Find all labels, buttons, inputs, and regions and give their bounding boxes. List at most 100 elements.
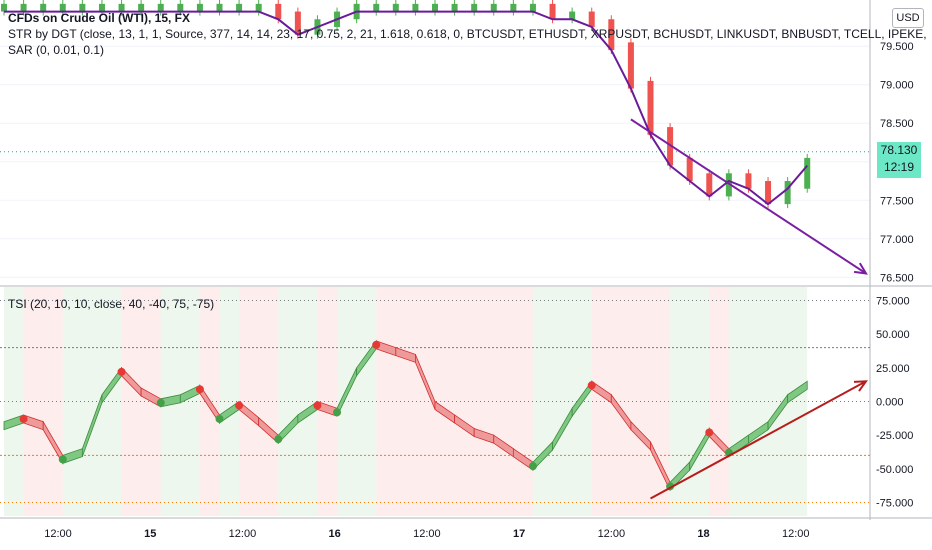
tsi-bg-segment (532, 287, 553, 516)
time-tick-label: 12:00 (413, 528, 441, 540)
price-tick-label: 79.500 (880, 41, 914, 53)
tsi-bg-segment (768, 287, 788, 516)
tsi-buy-dot (58, 455, 67, 464)
tsi-bg-segment (180, 287, 200, 516)
candle-body (569, 11, 576, 20)
tsi-bg-segment (552, 287, 573, 516)
tsi-sell-dot (195, 385, 204, 394)
tsi-sell-dot (705, 428, 714, 437)
price-tick-label: 77.000 (880, 234, 914, 246)
tsi-tick-label: 50.000 (876, 329, 910, 341)
tsi-bg-segment (670, 287, 690, 516)
candle-body (412, 3, 419, 12)
tsi-tick-label: 25.000 (876, 363, 910, 375)
candle-body (275, 3, 282, 20)
candle-body (627, 42, 634, 89)
tsi-bg-segment (493, 287, 514, 516)
tsi-legend: TSI (20, 10, 10, close, 40, -40, 75, -75… (8, 296, 214, 312)
tsi-buy-dot (333, 408, 342, 417)
tsi-buy-dot (528, 462, 537, 471)
candle-body (706, 173, 713, 197)
price-grid (0, 45, 870, 278)
candle-body (157, 3, 164, 12)
tsi-sell-dot (372, 340, 381, 349)
candle-body (1, 3, 7, 12)
tsi-sell-dot (587, 381, 596, 390)
candle-body (784, 181, 791, 205)
tsi-sell-dot (19, 414, 28, 423)
str-line (4, 10, 808, 206)
price-trend-arrow (630, 118, 867, 275)
tsi-tick-label: 75.000 (876, 295, 910, 307)
str-indicator-label[interactable]: STR by DGT (close, 13, 1, 1, Source, 377… (8, 27, 927, 41)
candle-body (373, 3, 380, 12)
candle-body (471, 3, 478, 12)
price-tick-label: 78.500 (880, 118, 914, 130)
candle-body (196, 3, 203, 12)
time-tick-label: 16 (329, 528, 341, 540)
tsi-band-segment (787, 380, 808, 404)
tsi-tick-label: 0.000 (876, 397, 904, 409)
candle-body (529, 3, 536, 12)
candle-body (549, 3, 556, 20)
main-legend: CFDs on Crude Oil (WTI), 15, FX STR by D… (8, 10, 927, 58)
price-tick-label: 77.500 (880, 195, 914, 207)
tsi-area (3, 339, 808, 492)
candle-body (510, 3, 517, 12)
tsi-bg-segment (337, 287, 357, 516)
price-tick-label: 79.000 (880, 80, 914, 92)
candle-body (98, 3, 105, 12)
candle-body (725, 173, 732, 197)
tsi-bg-segment (4, 287, 24, 516)
candle-body (216, 3, 223, 12)
candle-body (667, 127, 674, 166)
currency-button[interactable]: USD (892, 8, 924, 28)
tsi-tick-label: -50.000 (876, 464, 913, 476)
sar-indicator-label[interactable]: SAR (0, 0.01, 0.1) (8, 43, 105, 57)
candle-body (40, 3, 47, 12)
candle-body (686, 157, 693, 182)
candle-body (118, 3, 125, 12)
candle-body (79, 3, 86, 12)
tsi-tick-label: -25.000 (876, 430, 913, 442)
candle-body (647, 80, 654, 135)
candle-body (765, 181, 772, 205)
time-tick-label: 12:00 (782, 528, 810, 540)
time-tick-label: 18 (697, 528, 709, 540)
tsi-sell-dot (235, 401, 244, 410)
tsi-bg-segment (395, 287, 416, 516)
price-tick-label: 76.500 (880, 272, 914, 284)
time-tick-label: 15 (144, 528, 156, 540)
tsi-bg-segment (728, 287, 749, 516)
time-axis: 12:00 15 12:00 16 12:00 17 12:00 18 12:00 (0, 517, 932, 540)
tsi-bg-segment (611, 287, 631, 516)
time-tick-label: 12:00 (229, 528, 257, 540)
tsi-bg-segment (415, 287, 435, 516)
tsi-bg-segment (474, 287, 494, 516)
candle-body (236, 3, 243, 12)
tsi-bg-segment (356, 287, 377, 516)
annotation-arrows[interactable] (630, 118, 869, 500)
symbol-title[interactable]: CFDs on Crude Oil (WTI), 15, FX (8, 11, 191, 25)
tsi-bg-segment (101, 287, 122, 516)
str-line-layer (4, 10, 808, 206)
candle-body (177, 3, 184, 12)
candle-body (432, 3, 438, 12)
tsi-sell-dot (313, 401, 322, 410)
time-tick-label: 12:00 (44, 528, 72, 540)
tsi-indicator-label[interactable]: TSI (20, 10, 10, close, 40, -40, 75, -75… (8, 297, 215, 311)
candle-body (451, 3, 458, 12)
candle-body (392, 3, 399, 12)
tsi-trend-arrow (650, 380, 867, 500)
tsi-bg-segment (317, 287, 338, 516)
price-trend-arrow-head (853, 262, 868, 275)
candle-body (255, 3, 262, 12)
tsi-grid (0, 299, 870, 504)
tsi-bg-segment (297, 287, 318, 516)
candle-body (608, 19, 615, 51)
time-tick-label: 12:00 (598, 528, 626, 540)
candle-body (20, 3, 27, 12)
tsi-tick-label: -75.000 (876, 498, 913, 510)
tsi-bg-segment (748, 287, 769, 516)
